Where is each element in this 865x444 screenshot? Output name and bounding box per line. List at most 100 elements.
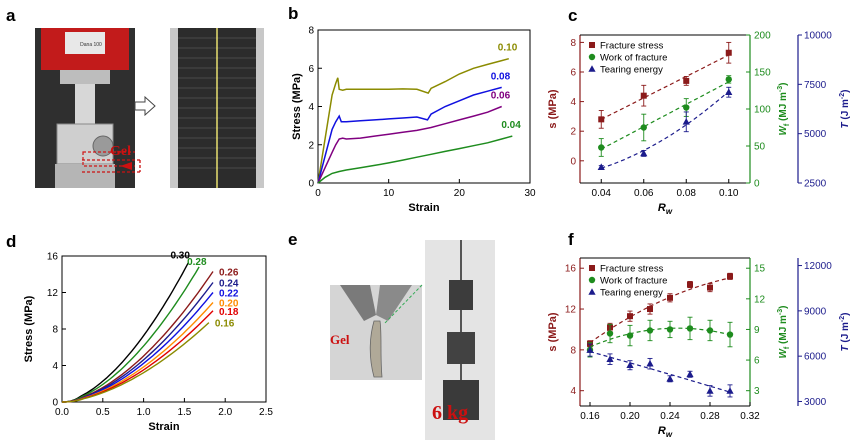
data-point-left [598, 116, 605, 123]
left-tick-label: 8 [570, 345, 576, 356]
right-axis-label: T (J m-2) [839, 89, 851, 128]
left-axis-label: s (MPa) [548, 89, 559, 128]
mid-tick-label: 0 [754, 179, 760, 190]
panel-letter-b: b [288, 4, 299, 23]
x-tick-label: 0.08 [677, 188, 697, 199]
data-point-mid [686, 325, 694, 332]
series-label: 0.30 [170, 250, 190, 261]
data-point-right [706, 387, 714, 394]
hanging-weights-drawing [425, 240, 495, 440]
right-tick-label: 10000 [804, 31, 832, 42]
mid-axis-label-sup: -3 [777, 309, 784, 315]
x-tick-label: 30 [524, 188, 536, 199]
chart-c-rw-properties: 0.04 0.06 0.08 0.10 0 2 4 6 8 0 50 100 150 200 2500 500… [548, 31, 851, 217]
data-point-right [726, 387, 734, 394]
legend-label: Tearing energy [600, 288, 663, 299]
data-point-mid [725, 76, 732, 83]
data-point-right [666, 375, 674, 382]
data-point-mid [706, 327, 714, 334]
chart-d-stress-strain: 0.0 0.5 1.0 1.5 2.0 2.5 0 4 8 12 16 Strain Stress (M… [23, 250, 273, 433]
data-point-mid [598, 144, 605, 151]
mid-tick-label: 12 [754, 294, 766, 305]
mid-axis-label: Wf (MJ m-3) [777, 82, 791, 135]
right-axis-label-sup: -2 [839, 93, 846, 99]
x-tick-label: 0.28 [700, 411, 720, 422]
y-tick-label: 16 [47, 252, 59, 263]
gel-arrows-a [82, 159, 141, 173]
series-label: 0.26 [219, 268, 239, 279]
left-tick-label: 2 [570, 127, 576, 138]
legend-label: Work of fracture [600, 276, 667, 287]
series-label: 0.08 [491, 71, 511, 82]
data-point-right [646, 359, 654, 367]
x-tick-label: 0.32 [740, 411, 760, 422]
x-tick-label: 1.0 [137, 407, 151, 418]
data-point-right [686, 370, 694, 378]
fit-line-right [601, 90, 730, 169]
series-line-0.22 [61, 292, 214, 403]
series-line-0.06 [317, 105, 502, 184]
chart-f-rw-properties: 0.16 0.20 0.24 0.28 0.32 4 8 12 16 3 6 9 12 15 3000 600… [548, 257, 851, 439]
x-axis-label: Rw [658, 425, 673, 439]
right-axis-label-main: T [840, 122, 851, 129]
x-tick-label: 0.16 [580, 411, 600, 422]
left-tick-label: 16 [565, 264, 577, 275]
right-axis-label-close: ) [840, 312, 851, 315]
weight-label: 6 kg [432, 402, 469, 424]
x-tick-label: 10 [383, 188, 395, 199]
tensile-machine-drawing [35, 28, 135, 188]
data-point-left [667, 294, 673, 301]
legend-marker [588, 53, 596, 61]
mid-tick-label: 3 [754, 386, 760, 397]
mid-tick-label: 100 [754, 105, 771, 116]
right-tick-label: 7500 [804, 80, 827, 91]
y-tick-label: 0 [52, 398, 58, 409]
series-line-0.28 [61, 266, 200, 403]
y-tick-label: 0 [308, 179, 314, 190]
data-point-right [682, 118, 690, 125]
mid-tick-label: 50 [754, 142, 766, 153]
fit-line-mid [589, 327, 731, 348]
data-point-left [640, 92, 647, 99]
series-line-0.08 [317, 86, 502, 184]
right-axis-label: T (J m-2) [839, 312, 851, 351]
mid-axis-label-sub: f [784, 123, 791, 126]
x-tick-label: 2.0 [218, 407, 232, 418]
series-label: 0.06 [491, 91, 511, 102]
data-point-right [640, 149, 648, 157]
series-label: 0.18 [219, 307, 239, 318]
series-line-0.24 [61, 282, 214, 403]
stretched-gel-photo [170, 28, 264, 188]
mid-tick-label: 6 [754, 356, 760, 367]
data-point-mid [726, 331, 734, 338]
legend-marker [589, 265, 595, 271]
stretched-gel-drawing [170, 28, 264, 188]
mid-axis-label-main: W [778, 125, 789, 136]
right-tick-label: 2500 [804, 179, 827, 190]
data-point-right [626, 361, 634, 369]
x-axis-label: Strain [408, 202, 439, 214]
mid-axis-label-rest: (MJ m [778, 92, 789, 124]
x-tick-label: 0.06 [634, 188, 654, 199]
y-axis-label: Stress (MPa) [23, 295, 35, 362]
series-label: 0.10 [498, 43, 518, 54]
data-point-left [627, 313, 633, 320]
legend-marker [588, 65, 596, 72]
series-line-0.16 [61, 322, 210, 403]
mid-tick-label: 15 [754, 264, 766, 275]
data-point-mid [666, 326, 674, 333]
left-tick-label: 12 [565, 305, 577, 316]
legend-marker [589, 42, 595, 48]
mid-axis-label-main: W [778, 348, 789, 359]
series-label: 0.22 [219, 289, 239, 300]
left-tick-label: 4 [570, 97, 576, 108]
series-line-0.30 [61, 262, 190, 403]
mid-tick-label: 200 [754, 31, 771, 42]
x-axis-label: Rw [658, 202, 673, 216]
y-tick-label: 2 [308, 140, 314, 151]
x-axis-label-sub: w [666, 430, 673, 439]
series-label: 0.28 [187, 257, 207, 268]
legend-label: Tearing energy [600, 65, 663, 76]
data-point-mid [606, 330, 614, 337]
legend-marker [588, 288, 596, 295]
